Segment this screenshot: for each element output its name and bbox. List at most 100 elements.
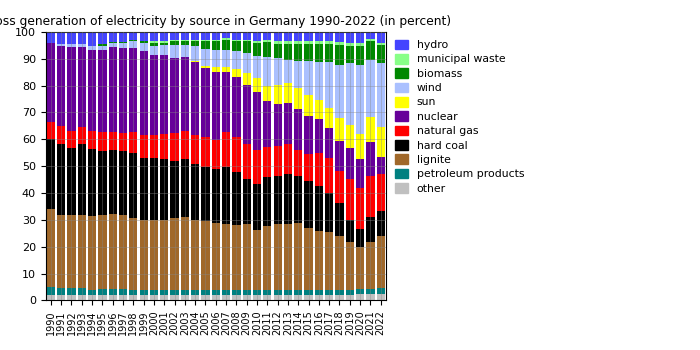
Bar	[346, 46, 354, 63]
Bar	[139, 290, 148, 295]
Bar	[253, 184, 261, 230]
Bar	[253, 92, 261, 149]
Bar	[315, 100, 323, 119]
Bar	[202, 32, 209, 40]
Bar	[170, 58, 178, 133]
Bar	[160, 55, 169, 134]
Bar	[181, 131, 189, 160]
Bar	[325, 108, 333, 127]
Bar	[98, 216, 106, 289]
Bar	[274, 32, 282, 41]
Bar	[294, 223, 302, 290]
Bar	[67, 148, 76, 216]
Bar	[119, 43, 127, 48]
Bar	[67, 216, 76, 288]
Bar	[130, 41, 137, 48]
Bar	[67, 131, 76, 148]
Bar	[315, 41, 323, 44]
Bar	[325, 127, 333, 158]
Bar	[170, 289, 178, 295]
Bar	[325, 32, 333, 41]
Bar	[346, 43, 354, 46]
Bar	[211, 40, 220, 41]
Bar	[346, 180, 354, 220]
Bar	[98, 132, 106, 151]
Bar	[78, 44, 86, 47]
Bar	[181, 32, 189, 40]
Bar	[202, 295, 209, 300]
Bar	[181, 41, 189, 46]
Bar	[78, 32, 86, 44]
Bar	[130, 40, 137, 41]
Bar	[202, 290, 209, 295]
Bar	[232, 69, 241, 77]
Bar	[335, 118, 344, 141]
Bar	[377, 236, 385, 288]
Bar	[108, 42, 117, 43]
Bar	[67, 47, 76, 131]
Bar	[57, 144, 65, 215]
Bar	[181, 46, 189, 57]
Bar	[150, 295, 158, 300]
Bar	[253, 43, 261, 56]
Bar	[274, 295, 282, 300]
Bar	[284, 224, 292, 290]
Bar	[356, 289, 364, 294]
Bar	[377, 288, 385, 294]
Bar	[253, 78, 261, 92]
Bar	[325, 232, 333, 290]
Bar	[377, 45, 385, 63]
Bar	[57, 295, 65, 300]
Bar	[263, 32, 272, 40]
Bar	[366, 242, 375, 288]
Bar	[47, 295, 55, 300]
Bar	[98, 46, 106, 50]
Bar	[202, 41, 209, 49]
Bar	[294, 150, 302, 176]
Bar	[304, 32, 313, 41]
Bar	[88, 32, 96, 46]
Bar	[315, 231, 323, 290]
Bar	[108, 43, 117, 47]
Bar	[222, 38, 230, 40]
Bar	[150, 41, 158, 43]
Bar	[88, 50, 96, 131]
Bar	[315, 186, 323, 231]
Bar	[366, 288, 375, 294]
Bar	[232, 32, 241, 40]
Bar	[119, 48, 127, 133]
Bar	[294, 32, 302, 41]
Bar	[222, 132, 230, 167]
Bar	[130, 132, 137, 153]
Bar	[263, 57, 272, 86]
Bar	[356, 46, 364, 65]
Bar	[57, 126, 65, 144]
Bar	[119, 151, 127, 216]
Bar	[263, 86, 272, 102]
Bar	[263, 295, 272, 300]
Bar	[150, 32, 158, 41]
Bar	[222, 224, 230, 290]
Bar	[181, 295, 189, 300]
Bar	[335, 290, 344, 295]
Bar	[88, 149, 96, 216]
Bar	[170, 40, 178, 41]
Bar	[294, 295, 302, 300]
Bar	[211, 290, 220, 295]
Bar	[150, 43, 158, 46]
Bar	[108, 289, 117, 295]
Bar	[315, 290, 323, 295]
Bar	[377, 294, 385, 300]
Bar	[304, 95, 313, 116]
Bar	[222, 290, 230, 295]
Bar	[98, 151, 106, 216]
Bar	[325, 290, 333, 295]
Bar	[47, 209, 55, 287]
Bar	[325, 295, 333, 300]
Bar	[211, 50, 220, 66]
Bar	[47, 32, 55, 43]
Bar	[232, 295, 241, 300]
Bar	[253, 290, 261, 295]
Bar	[108, 47, 117, 132]
Bar	[211, 72, 220, 140]
